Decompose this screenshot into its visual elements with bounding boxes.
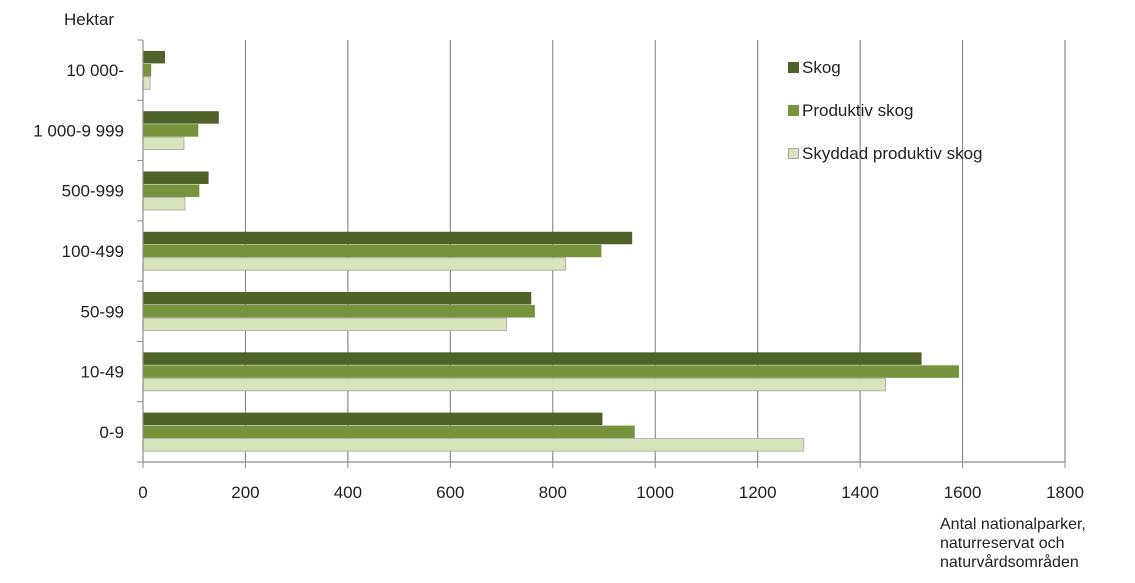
bar xyxy=(143,63,152,77)
bar xyxy=(143,50,166,64)
bar xyxy=(143,305,535,318)
y-tick-label: 50-99 xyxy=(81,302,124,321)
bar xyxy=(143,231,633,245)
x-tick-label: 1600 xyxy=(944,483,982,502)
bar xyxy=(143,171,209,184)
x-tick-label: 800 xyxy=(539,483,567,502)
bar xyxy=(143,425,635,439)
legend-item-skog: Skog xyxy=(788,56,983,79)
bar xyxy=(143,244,602,258)
legend-item-produktiv-skog: Produktiv skog xyxy=(788,99,983,122)
bar xyxy=(142,197,186,211)
y-tick-label: 100-499 xyxy=(62,242,124,261)
legend-item-skyddad-produktiv-skog: Skyddad produktiv skog xyxy=(788,142,983,165)
x-tick-label: 0 xyxy=(138,483,147,502)
x-tick-label: 1800 xyxy=(1046,483,1084,502)
bar xyxy=(143,292,532,305)
bar xyxy=(142,317,508,331)
y-tick-label: 10 000- xyxy=(66,61,124,80)
legend-swatch-skyddad-produktiv-skog xyxy=(788,148,799,159)
bar xyxy=(143,352,922,365)
bar xyxy=(143,412,603,426)
bar xyxy=(142,377,887,392)
legend-swatch-skog xyxy=(788,62,799,73)
bar xyxy=(143,124,199,137)
y-tick-label: 0-9 xyxy=(99,423,124,442)
legend-label-skyddad-produktiv-skog: Skyddad produktiv skog xyxy=(802,143,983,163)
bar xyxy=(142,76,151,90)
bar xyxy=(143,184,200,197)
x-tick-label: 400 xyxy=(334,483,362,502)
y-tick-label: 500-999 xyxy=(62,182,124,201)
x-tick-label: 600 xyxy=(436,483,464,502)
bar xyxy=(143,365,959,378)
y-tick-label: 1 000-9 999 xyxy=(33,121,124,140)
bar xyxy=(142,257,566,271)
x-tick-label: 1400 xyxy=(841,483,879,502)
x-tick-label: 200 xyxy=(231,483,259,502)
y-axis-title: Hektar xyxy=(64,10,115,29)
bars xyxy=(142,50,959,452)
legend-label-skog: Skog xyxy=(802,57,841,77)
x-tick-label: 1000 xyxy=(636,483,674,502)
legend-swatch-produktiv-skog xyxy=(788,105,799,116)
axes xyxy=(137,39,1066,468)
x-tick-label: 1200 xyxy=(739,483,777,502)
bar xyxy=(142,136,185,151)
gridlines xyxy=(244,40,1066,462)
bar xyxy=(143,111,219,124)
tick-labels: 0 200 400 600 800 1000 1200 1400 1600 1800 10 000-… xyxy=(33,61,1084,502)
x-axis-title: Antal nationalparker, naturreservat och … xyxy=(940,516,1086,571)
legend: Skog Produktiv skog Skyddad produktiv sk… xyxy=(788,56,983,185)
bar xyxy=(142,438,805,452)
y-tick-label: 10-49 xyxy=(81,363,124,382)
legend-label-produktiv-skog: Produktiv skog xyxy=(802,100,914,120)
